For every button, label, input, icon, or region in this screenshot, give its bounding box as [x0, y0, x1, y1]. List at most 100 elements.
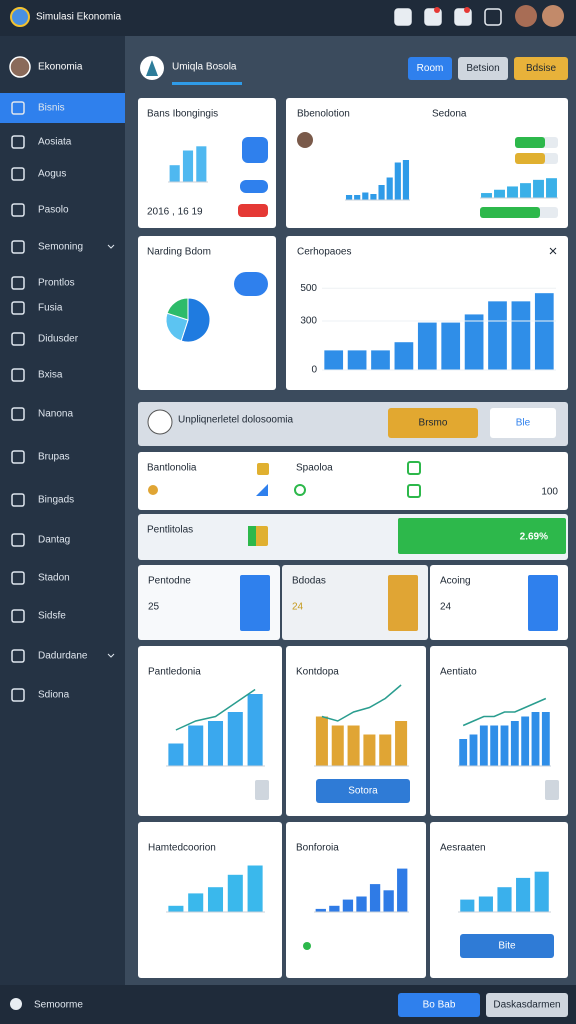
nav-icon[interactable]	[11, 101, 25, 115]
nav-icon[interactable]	[11, 533, 25, 547]
stat-title: Bdodas	[292, 576, 326, 587]
button-label[interactable]: Daskasdarmen	[493, 1000, 560, 1011]
trend-line	[321, 684, 402, 722]
button-label[interactable]: Room	[417, 63, 444, 74]
info-title: Spaoloa	[296, 463, 333, 474]
nav-item[interactable]: Prontlos	[38, 278, 75, 289]
button[interactable]	[458, 57, 508, 80]
bar	[469, 734, 478, 766]
bar	[507, 186, 518, 198]
y-tick-label: 0	[311, 365, 317, 376]
trend-line	[175, 688, 256, 731]
header-icon[interactable]	[394, 8, 412, 26]
app-title: Simulasi Ekonomia	[36, 12, 121, 23]
nav-item[interactable]: Bisnis	[38, 103, 65, 114]
trend-line	[462, 697, 547, 727]
header-icon[interactable]	[484, 8, 502, 26]
active-item	[0, 93, 125, 123]
nav-item[interactable]: Fusia	[38, 303, 63, 314]
nav-icon[interactable]	[11, 450, 25, 464]
nav-item[interactable]: Semoning	[38, 242, 83, 253]
nav-icon[interactable]	[11, 407, 25, 421]
bar	[168, 905, 184, 912]
button-label[interactable]: Sotora	[348, 786, 378, 797]
chart-title: Aentiato	[440, 667, 477, 678]
nav-icon[interactable]	[11, 649, 25, 663]
top-bar	[0, 0, 576, 36]
nav-item[interactable]: Dadurdane	[38, 651, 88, 662]
stat-box	[528, 575, 558, 631]
pill[interactable]	[234, 272, 268, 296]
button-label[interactable]: Bdsise	[526, 63, 556, 74]
button-label[interactable]: Brsmo	[419, 418, 448, 429]
bar	[331, 725, 344, 766]
button[interactable]	[408, 57, 452, 80]
nav-icon[interactable]	[11, 332, 25, 346]
button-label[interactable]: Ble	[516, 418, 531, 429]
nav-item[interactable]: Nanona	[38, 409, 73, 420]
avatar[interactable]	[515, 5, 537, 27]
button-label[interactable]: Betsion	[466, 63, 499, 74]
nav-item[interactable]: Stadon	[38, 573, 70, 584]
card	[138, 98, 276, 228]
nav-icon[interactable]	[11, 368, 25, 382]
nav-item[interactable]: Aosiata	[38, 137, 72, 148]
nav-item[interactable]: Sdiona	[38, 690, 70, 701]
button-label[interactable]: Bite	[498, 941, 516, 952]
button[interactable]	[398, 993, 480, 1017]
button[interactable]	[490, 408, 556, 438]
button[interactable]	[514, 57, 568, 80]
nav-item[interactable]: Aogus	[38, 169, 66, 180]
bar	[342, 899, 354, 912]
nav-icon[interactable]	[11, 135, 25, 149]
avatar[interactable]	[542, 5, 564, 27]
pill[interactable]	[242, 137, 268, 163]
bar	[417, 322, 437, 370]
bar	[402, 160, 410, 200]
nav-icon[interactable]	[11, 609, 25, 623]
close-icon[interactable]	[549, 247, 557, 255]
stat-value: 24	[292, 602, 304, 613]
status-dot	[303, 942, 311, 950]
button[interactable]	[388, 408, 478, 438]
nav-item[interactable]: Didusder	[38, 334, 79, 345]
nav-item[interactable]: Brupas	[38, 452, 70, 463]
info-dot	[148, 485, 158, 495]
nav-icon[interactable]	[11, 203, 25, 217]
bar	[354, 195, 361, 200]
button[interactable]	[316, 779, 410, 803]
stat-title: Acoing	[440, 576, 471, 587]
bar	[394, 342, 414, 370]
nav-item[interactable]: Bxisa	[38, 370, 63, 381]
nav-icon[interactable]	[11, 571, 25, 585]
nav-icon[interactable]	[11, 493, 25, 507]
card-title: Cerhopaoes	[297, 247, 351, 258]
nav-icon[interactable]	[11, 167, 25, 181]
pill[interactable]	[238, 204, 268, 217]
nav-item[interactable]: Pasolo	[38, 205, 69, 216]
toolbar-title: Umiqla Bosola	[172, 62, 237, 73]
toggle[interactable]	[255, 780, 269, 800]
chevron	[107, 653, 115, 658]
nav-item[interactable]: Bingads	[38, 495, 74, 506]
bar	[315, 716, 328, 766]
bar	[168, 743, 184, 766]
button[interactable]	[486, 993, 568, 1017]
bar	[362, 192, 369, 200]
nav-item[interactable]: Dantag	[38, 535, 70, 546]
button-label[interactable]: Bo Bab	[423, 1000, 456, 1011]
nav-icon[interactable]	[11, 301, 25, 315]
button[interactable]	[460, 934, 554, 958]
chart-title: Bonforoia	[296, 843, 339, 854]
bar	[315, 908, 326, 912]
toggle[interactable]	[545, 780, 559, 800]
bar	[347, 725, 360, 766]
nav-item[interactable]: Sidsfe	[38, 611, 66, 622]
nav-icon[interactable]	[11, 688, 25, 702]
nav-icon[interactable]	[11, 276, 25, 290]
progress-fill	[515, 153, 545, 164]
nav-icon[interactable]	[11, 240, 25, 254]
pill[interactable]	[240, 180, 268, 193]
card-title: Bans Ibongingis	[147, 109, 218, 120]
